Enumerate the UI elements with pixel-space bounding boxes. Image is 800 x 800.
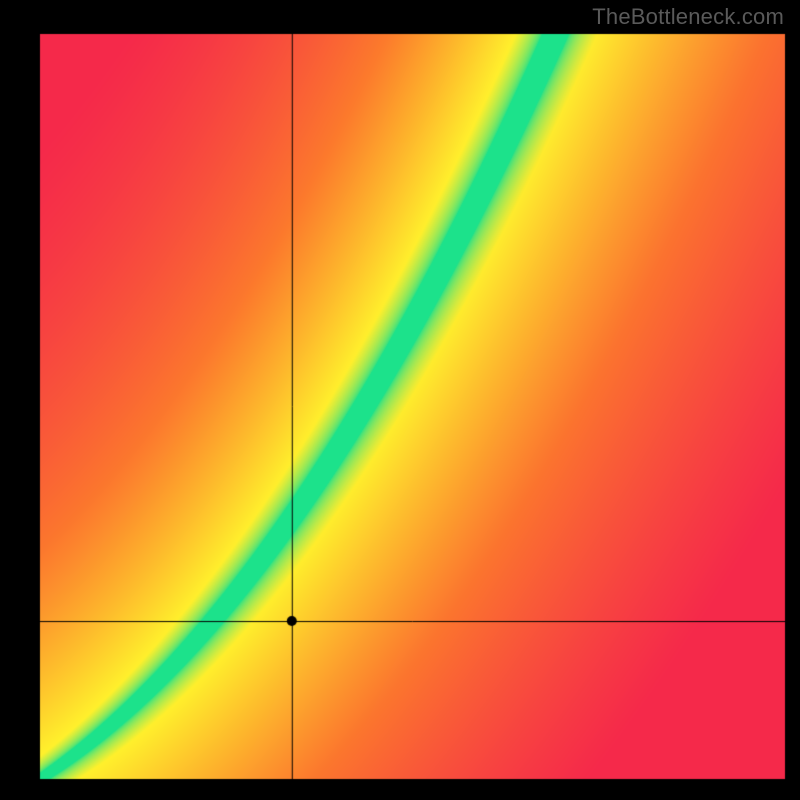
heatmap-canvas (0, 0, 800, 800)
watermark-text: TheBottleneck.com (592, 4, 784, 30)
chart-container: TheBottleneck.com (0, 0, 800, 800)
